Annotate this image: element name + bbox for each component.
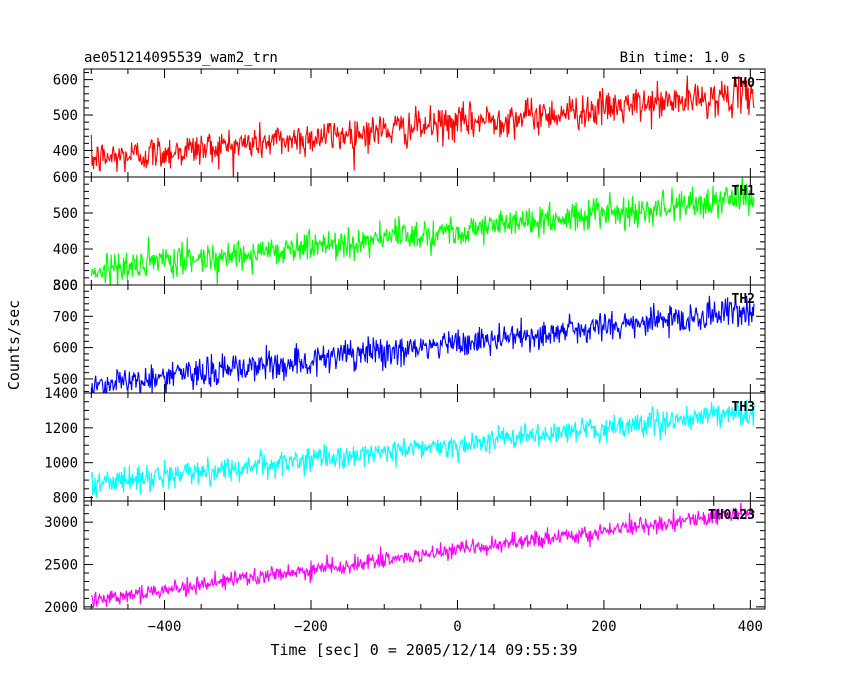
panel-label: TH0 — [732, 76, 756, 91]
panel-frame — [83, 500, 766, 610]
y-tick-label: 400 — [53, 242, 78, 258]
series-line-th3 — [90, 399, 755, 498]
x-tick-label: 0 — [453, 619, 461, 635]
y-tick-label: 1200 — [44, 421, 78, 437]
y-axis-label: Counts/sec — [5, 300, 23, 390]
panel-th1: 300 400 500 600 TH1 — [53, 170, 766, 294]
x-axis-label: Time [sec] 0 = 2005/12/14 09:55:39 — [270, 641, 577, 659]
x-tick-label: 400 — [738, 619, 763, 635]
y-tick-label: 3000 — [44, 515, 78, 531]
x-tick-label: 200 — [591, 619, 616, 635]
panel-th3: 800 1000 1200 1400 TH3 — [44, 386, 766, 507]
panel-th0: 400 500 600 TH0 — [53, 68, 766, 178]
x-tick-label: −200 — [294, 619, 328, 635]
y-tick-label: 2500 — [44, 558, 78, 574]
y-tick-label: 600 — [53, 73, 78, 89]
x-tick-label: −400 — [148, 619, 182, 635]
y-tick-label: 400 — [53, 143, 78, 159]
panel-th2: 500 600 700 800 TH2 — [53, 278, 766, 394]
series-line-th0123 — [90, 502, 755, 608]
y-tick-label: 700 — [53, 309, 78, 325]
panel-label: TH1 — [732, 184, 756, 199]
chart-title-right: Bin time: 1.0 s — [620, 50, 746, 66]
y-tick-label: 1000 — [44, 456, 78, 472]
y-tick-label: 800 — [53, 278, 78, 294]
panel-label: TH2 — [732, 292, 755, 307]
y-tick-label: 2000 — [44, 600, 78, 616]
panel-label: TH0123 — [708, 508, 755, 523]
chart-title-left: ae051214095539_wam2_trn — [84, 50, 278, 66]
y-tick-label: 800 — [53, 491, 78, 507]
panel-th0123: 2000 2500 3000 TH0123 — [44, 500, 766, 616]
y-tick-label: 500 — [53, 372, 78, 388]
y-tick-label: 500 — [53, 206, 78, 222]
y-tick-label: 600 — [53, 341, 78, 357]
y-tick-label: 300 — [53, 278, 78, 294]
series-line-th0 — [90, 75, 755, 177]
panels-group: 400 500 600 TH0 300 400 500 600 TH1 500 600 700 800 T… — [44, 68, 766, 635]
panel-frame — [83, 284, 766, 394]
series-line-th1 — [90, 177, 755, 285]
y-tick-label: 600 — [53, 170, 78, 186]
y-tick-label: 500 — [53, 108, 78, 124]
panel-label: TH3 — [732, 400, 755, 415]
y-tick-label: 1400 — [44, 386, 78, 402]
series-line-th2 — [91, 295, 755, 393]
